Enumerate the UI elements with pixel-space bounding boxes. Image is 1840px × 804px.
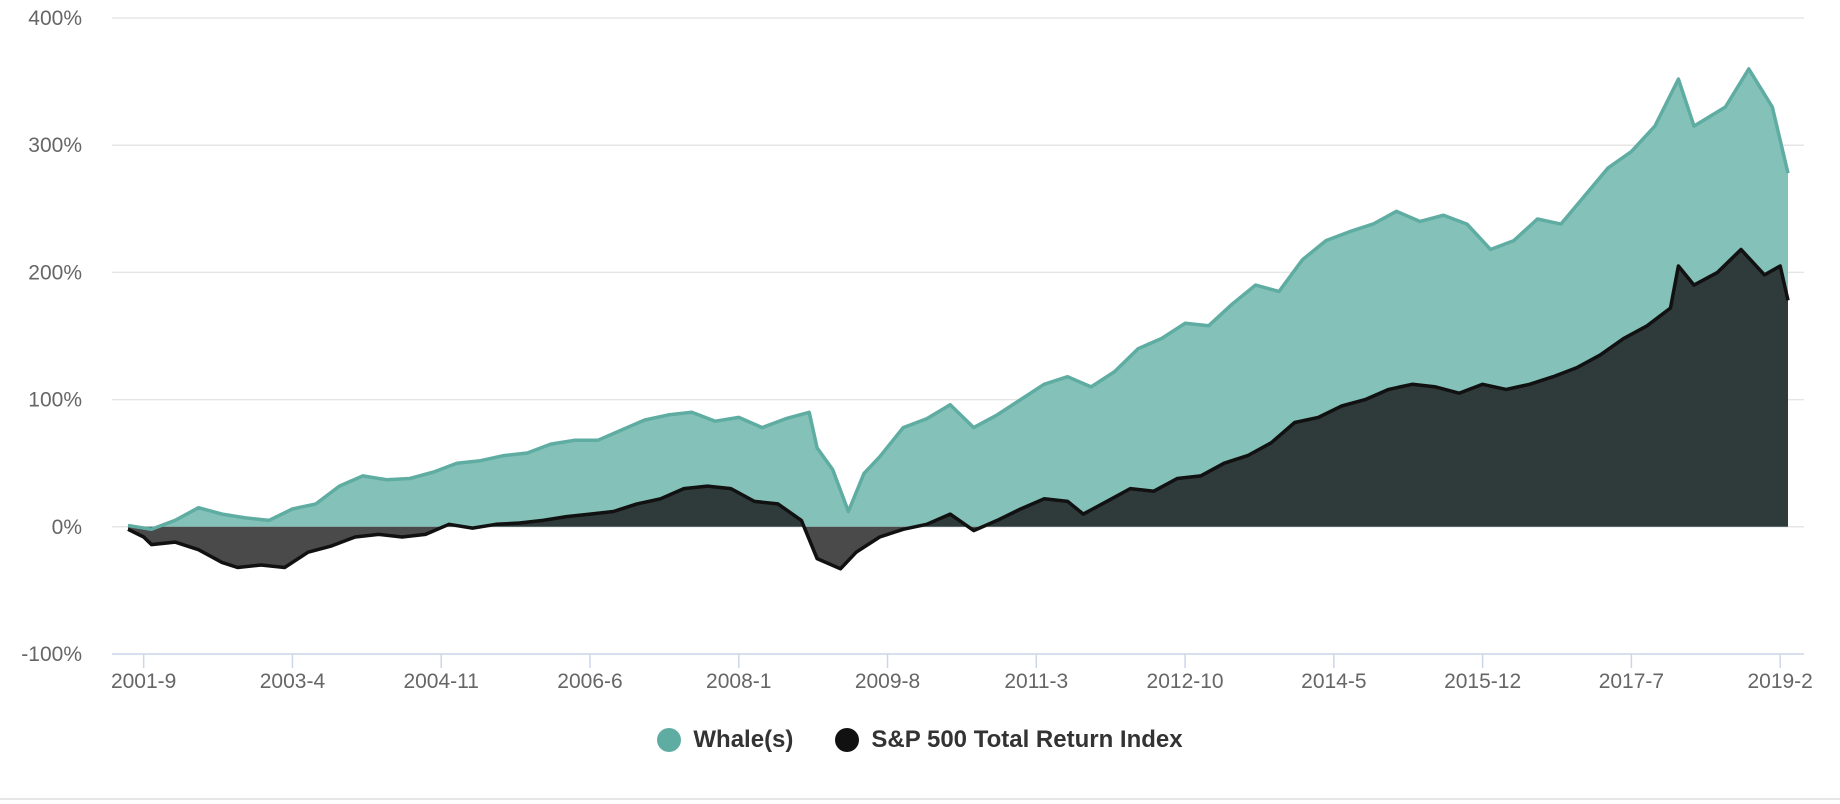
legend-label-sp500: S&P 500 Total Return Index	[871, 726, 1183, 753]
bottom-divider	[0, 798, 1840, 800]
y-tick-label: 400%	[28, 7, 82, 30]
y-tick-label: 100%	[28, 389, 82, 412]
y-tick-label: 200%	[28, 261, 82, 284]
x-tick-label: 2003-4	[260, 670, 326, 693]
x-axis: 2001-9 2003-4 2004-11 2006-6 2008-1 2009-8 201…	[111, 653, 1813, 693]
legend-label-whales: Whale(s)	[693, 726, 794, 753]
x-tick-label: 2006-6	[557, 670, 622, 693]
series-lines	[127, 67, 1790, 571]
legend: Whale(s) S&P 500 Total Return Index	[0, 726, 1840, 754]
x-tick-label: 2004-11	[403, 670, 479, 693]
x-tick-label: 2001-9	[111, 670, 176, 693]
chart-svg: 2001-9 2003-4 2004-11 2006-6 2008-1 2009-8 201…	[21, 7, 1813, 693]
x-tick-label: 2015-12	[1444, 670, 1521, 693]
y-axis: 400% 300% 200% 100% 0% -100%	[21, 7, 82, 666]
legend-marker-sp500	[835, 728, 860, 752]
y-tick-label: 0%	[52, 516, 82, 539]
series-line-sp500	[127, 247, 1790, 571]
series-line-whales	[127, 67, 1790, 532]
x-tick-label: 2019-2	[1747, 670, 1812, 693]
y-tick-label: 300%	[28, 134, 82, 157]
x-tick-label: 2012-10	[1147, 670, 1224, 693]
series-area-sp500-positive	[443, 249, 1788, 527]
series-areas	[128, 68, 1788, 569]
series-area-sp500-negative	[128, 526, 1788, 569]
x-tick-label: 2017-7	[1599, 670, 1664, 693]
x-tick-label: 2008-1	[706, 670, 771, 693]
y-tick-label: -100%	[21, 643, 82, 666]
x-tick-label: 2011-3	[1004, 670, 1068, 693]
x-tick-label: 2009-8	[855, 670, 920, 693]
legend-marker-whales	[657, 728, 682, 752]
x-tick-label: 2014-5	[1301, 670, 1366, 693]
legend-item-sp500[interactable]: S&P 500 Total Return Index	[835, 726, 1183, 754]
legend-item-whales[interactable]: Whale(s)	[657, 726, 793, 754]
